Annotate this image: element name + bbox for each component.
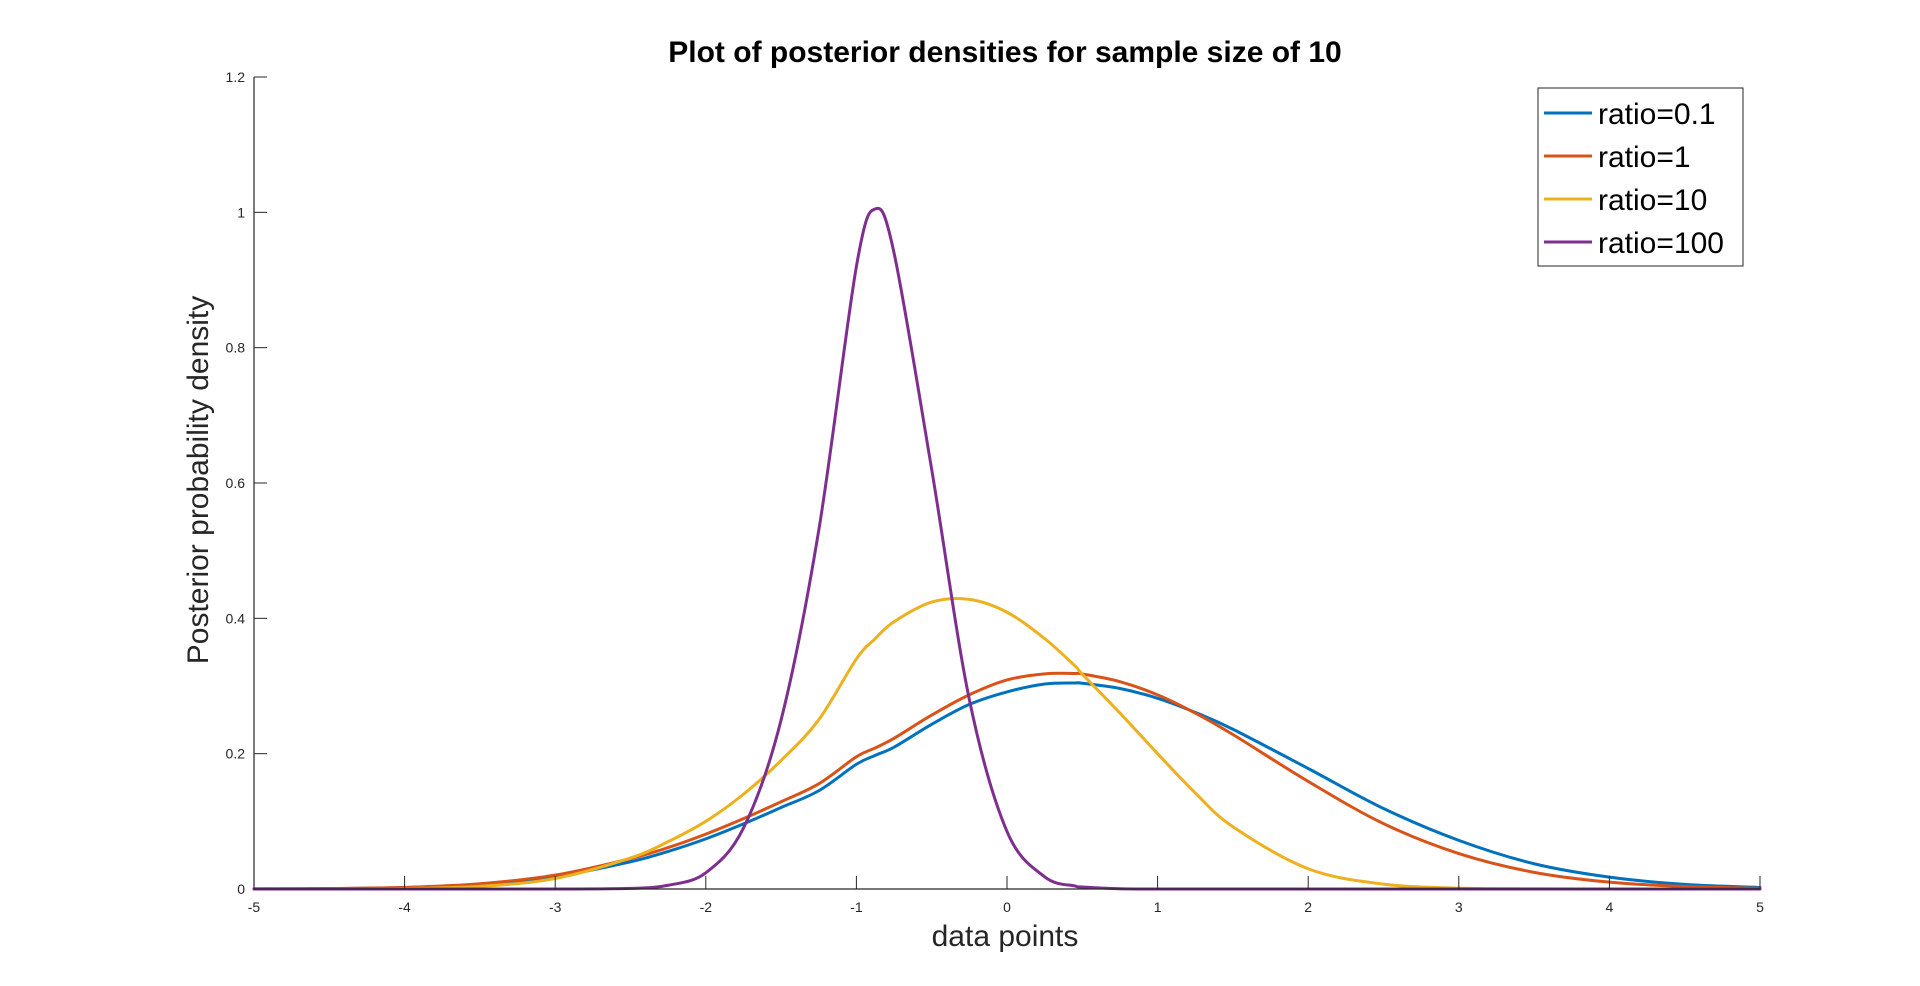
series-line-1: [252, 671, 1762, 891]
x-tick-label: -5: [248, 899, 261, 915]
y-tick-label: 0.4: [226, 610, 246, 626]
legend-label-3: ratio=100: [1598, 227, 1724, 260]
x-tick-label: 0: [1003, 899, 1011, 915]
x-tick-label: -4: [398, 899, 411, 915]
x-tick-label: -1: [850, 899, 863, 915]
y-axis-label: Posterior probability density: [182, 296, 215, 665]
axes-layer: -5 -4 -3 -2 -1 0 1 2 3 4 5 0 0.2 0.4 0.6 0.8 1 1.2: [226, 69, 1765, 915]
plot-area: -5 -4 -3 -2 -1 0 1 2 3 4 5 0 0.2 0.4 0.6 0.8 1 1.2: [226, 69, 1765, 915]
y-tick-label: 1.2: [226, 69, 246, 85]
legend-label-0: ratio=0.1: [1598, 98, 1716, 131]
y-tick-label: 0.2: [226, 746, 246, 762]
legend: ratio=0.1 ratio=1 ratio=10 ratio=100: [1537, 87, 1744, 267]
series-layer: [252, 206, 1762, 891]
x-axis-label: data points: [932, 920, 1079, 953]
legend-label-1: ratio=1: [1598, 141, 1691, 174]
series-line-2: [252, 597, 1762, 891]
x-tick-label: 2: [1304, 899, 1312, 915]
x-tick-label: 1: [1154, 899, 1162, 915]
chart-title: Plot of posterior densities for sample s…: [668, 36, 1342, 69]
x-tick-label: -2: [700, 899, 713, 915]
y-tick-label: 1: [237, 204, 245, 220]
y-tick-label: 0.8: [226, 340, 246, 356]
x-tick-label: 3: [1455, 899, 1463, 915]
series-line-0: [252, 681, 1762, 891]
y-tick-label: 0: [237, 881, 245, 897]
x-tick-label: 5: [1756, 899, 1764, 915]
x-tick-label: -3: [549, 899, 562, 915]
legend-label-2: ratio=10: [1598, 184, 1707, 217]
series-line-3: [252, 206, 1762, 891]
y-tick-label: 0.6: [226, 475, 246, 491]
x-tick-label: 4: [1606, 899, 1614, 915]
legend-box: [1537, 87, 1744, 267]
